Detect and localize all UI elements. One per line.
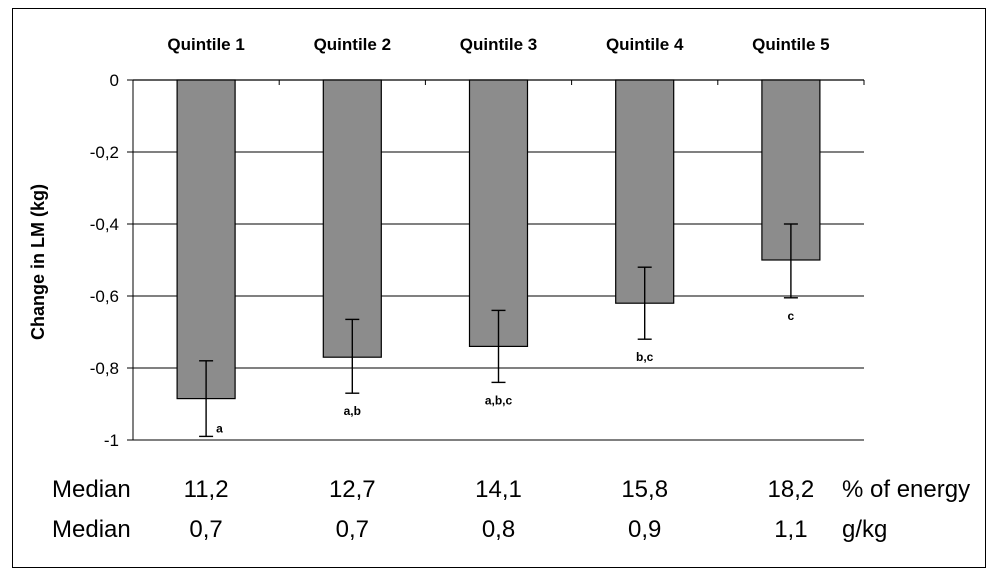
y-tick-label: -0,8 [90, 359, 119, 378]
category-label: Quintile 1 [167, 35, 244, 54]
category-label: Quintile 5 [752, 35, 829, 54]
significance-label: c [788, 309, 795, 323]
category-label: Quintile 4 [606, 35, 684, 54]
footer-value: 0,7 [336, 516, 369, 542]
category-label: Quintile 3 [460, 35, 537, 54]
bar [468, 79, 529, 347]
footer-unit: g/kg [842, 516, 887, 542]
footer-value: 15,8 [621, 476, 668, 503]
footer-value: 0,7 [189, 516, 222, 542]
y-tick-label: -0,4 [90, 215, 119, 234]
footer-row-label: Median [52, 476, 131, 503]
y-axis-label: Change in LM (kg) [28, 184, 48, 340]
y-tick-label: 0 [110, 71, 119, 90]
y-tick-label: -0,2 [90, 143, 119, 162]
footer-value: 12,7 [329, 476, 376, 503]
footer-row-label: Median [52, 516, 131, 542]
y-tick-label: -0,6 [90, 287, 119, 306]
footer-value: 14,1 [475, 476, 522, 503]
footer-value: 0,9 [628, 516, 661, 542]
footer-value: 18,2 [768, 476, 815, 503]
bar [176, 79, 236, 400]
category-label: Quintile 2 [314, 35, 391, 54]
bar [322, 79, 382, 358]
y-tick-label: -1 [104, 431, 119, 450]
footer-value: 0,8 [482, 516, 515, 542]
footer-value: 11,2 [184, 476, 229, 503]
significance-label: a,b [344, 404, 361, 418]
significance-label: b,c [636, 350, 654, 364]
significance-label: a [216, 421, 223, 435]
significance-label: a,b,c [485, 393, 513, 407]
footer-value: 1,1 [774, 516, 807, 542]
footer-unit: % of energy [842, 476, 970, 503]
bar-chart: 0 -0,2 -0,4 -0,6 -0,8 -1 Change in LM (kg) Quin… [28, 35, 970, 542]
